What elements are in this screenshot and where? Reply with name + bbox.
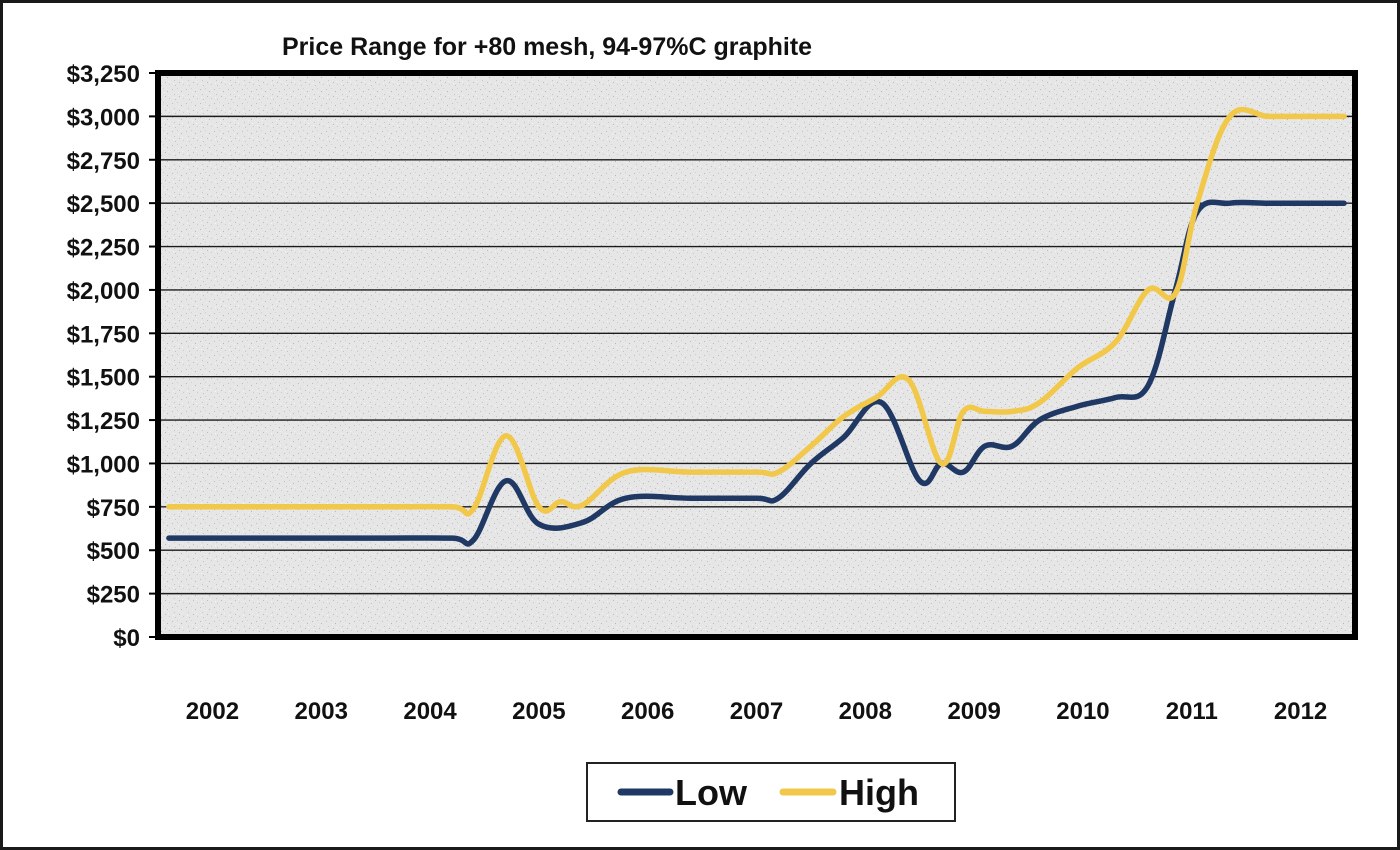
y-tick-label: $250	[87, 582, 140, 609]
x-tick-label: 2009	[947, 698, 1000, 725]
y-axis-ticks: $3,250 $3,000 $2,750 $2,500 $2,250 $2,000 $1,7…	[67, 61, 158, 652]
x-tick-label: 2008	[839, 698, 892, 725]
y-tick-label: $0	[113, 625, 140, 652]
x-tick-label: 2010	[1056, 698, 1109, 725]
x-tick-label: 2002	[186, 698, 239, 725]
x-axis-ticks: 2002 2003 2004 2005 2006 2007 2008 2009 2010 2011…	[186, 698, 1328, 725]
x-tick-label: 2004	[403, 698, 457, 725]
x-tick-label: 2003	[295, 698, 348, 725]
legend-label-low: Low	[675, 772, 748, 813]
x-tick-label: 2011	[1166, 698, 1218, 725]
chart-svg: Price Range for +80 mesh, 94-97%C graphi…	[67, 33, 1358, 822]
series-line-high	[166, 106, 1347, 517]
y-tick-label: $1,250	[67, 408, 140, 435]
legend-label-high: High	[839, 772, 919, 813]
gridlines	[158, 115, 1355, 595]
plot-area	[158, 73, 1355, 637]
series-lines	[166, 106, 1347, 547]
y-tick-label: $2,250	[67, 235, 140, 262]
y-tick-label: $2,500	[67, 191, 140, 218]
y-tick-label: $2,000	[67, 278, 140, 305]
x-tick-label: 2006	[621, 698, 674, 725]
y-tick-label: $1,000	[67, 451, 140, 478]
x-tick-label: 2005	[512, 698, 565, 725]
y-tick-label: $750	[87, 495, 140, 522]
y-tick-label: $1,500	[67, 365, 140, 392]
x-tick-label: 2007	[730, 698, 783, 725]
y-tick-label: $500	[87, 538, 140, 565]
y-tick-label: $1,750	[67, 321, 140, 348]
legend: Low High	[586, 762, 956, 822]
plot-border	[155, 70, 1358, 640]
x-tick-label: 2012	[1274, 698, 1327, 725]
chart-title: Price Range for +80 mesh, 94-97%C graphi…	[282, 33, 812, 61]
y-tick-label: $3,250	[67, 61, 140, 88]
y-tick-label: $2,750	[67, 148, 140, 175]
y-tick-label: $3,000	[67, 104, 140, 131]
